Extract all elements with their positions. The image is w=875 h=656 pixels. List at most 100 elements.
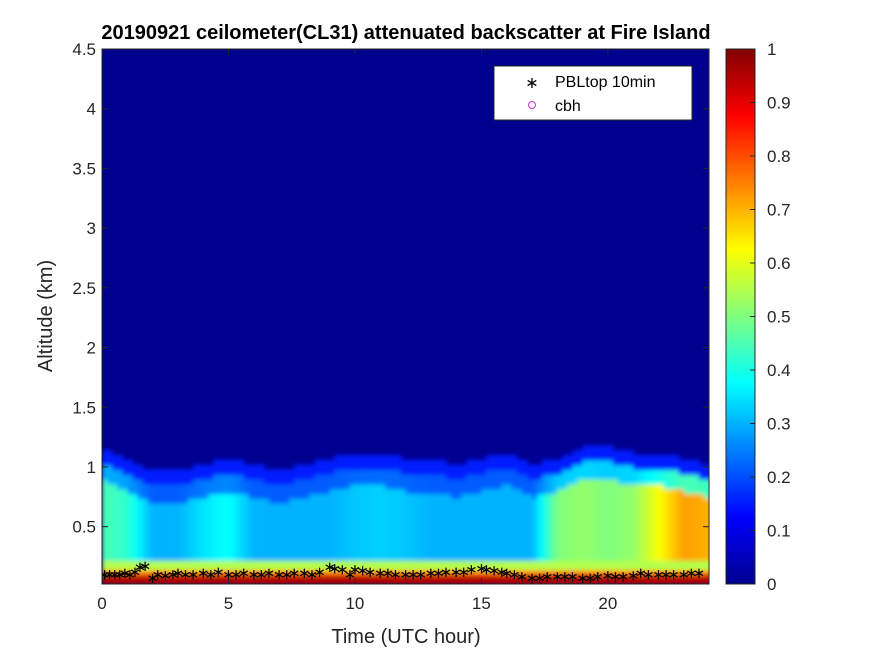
heatmap-cell: [223, 502, 230, 509]
heatmap-cell: [476, 512, 483, 518]
heatmap-cell: [365, 531, 371, 538]
heatmap-cell: [334, 531, 341, 538]
heatmap-cell: [648, 560, 655, 566]
heatmap-cell: [122, 564, 129, 571]
y-tick-label: 2.5: [72, 279, 96, 298]
heatmap-cell: [354, 502, 361, 509]
heatmap-cell: [273, 574, 280, 581]
heatmap-cell: [597, 502, 604, 509]
heatmap-cell: [526, 507, 533, 514]
heatmap-cell: [567, 464, 574, 471]
pbl-top-point: ∗: [425, 564, 438, 582]
heatmap-cell: [638, 560, 645, 566]
heatmap-cell: [683, 493, 690, 499]
heatmap-cell: [633, 531, 639, 538]
heatmap-cell: [324, 512, 331, 518]
heatmap-cell: [268, 493, 275, 499]
heatmap-cell: [354, 498, 361, 504]
heatmap-cell: [420, 545, 427, 552]
heatmap-cell: [471, 478, 478, 485]
heatmap-cell: [334, 469, 341, 475]
heatmap-cell: [491, 550, 498, 557]
heatmap-cell: [562, 469, 569, 475]
heatmap-cell: [612, 555, 619, 561]
heatmap-cell: [607, 512, 614, 518]
heatmap-cell: [653, 541, 660, 547]
heatmap-cell: [112, 555, 118, 561]
heatmap-cell: [597, 507, 604, 514]
heatmap-cell: [668, 478, 675, 485]
heatmap-cell: [339, 502, 346, 509]
heatmap-cell: [623, 512, 629, 518]
heatmap-cell: [344, 569, 351, 576]
heatmap-cell: [248, 526, 255, 533]
heatmap-cell: [557, 469, 564, 475]
heatmap-cell: [420, 555, 427, 561]
heatmap-cell: [531, 469, 538, 475]
heatmap-cell: [122, 464, 129, 471]
heatmap-cell: [623, 474, 629, 480]
heatmap-cell: [102, 569, 108, 576]
heatmap-cell: [506, 483, 513, 490]
heatmap-cell: [177, 569, 184, 576]
heatmap-cell: [410, 569, 417, 576]
heatmap-cell: [213, 464, 220, 471]
heatmap-cell: [385, 459, 392, 466]
heatmap-cell: [572, 536, 579, 542]
heatmap-cell: [440, 564, 447, 571]
heatmap-cell: [177, 526, 184, 533]
heatmap-cell: [319, 569, 326, 576]
heatmap-cell: [127, 541, 134, 547]
heatmap-cell: [638, 459, 645, 466]
heatmap-cell: [552, 526, 559, 533]
heatmap-cell: [279, 541, 285, 547]
legend-marker-pbl: ∗: [525, 75, 538, 92]
heatmap-cell: [486, 478, 493, 485]
heatmap-cell: [451, 550, 457, 557]
heatmap-cell: [405, 531, 412, 538]
heatmap-cell: [137, 507, 144, 514]
heatmap-cell: [127, 545, 134, 552]
heatmap-cell: [557, 464, 564, 471]
heatmap-cell: [709, 493, 715, 499]
heatmap-cell: [693, 469, 700, 475]
heatmap-cell: [612, 521, 619, 528]
heatmap-cell: [628, 498, 634, 504]
heatmap-cell: [122, 512, 129, 518]
heatmap-cell: [476, 541, 483, 547]
pbl-top-point: ∗: [399, 565, 412, 583]
heatmap-cell: [349, 498, 356, 504]
heatmap-cell: [526, 536, 533, 542]
heatmap-cell: [592, 531, 599, 538]
heatmap-cell: [147, 536, 154, 542]
heatmap-cell: [365, 545, 371, 552]
heatmap-cell: [339, 531, 346, 538]
heatmap-cell: [623, 564, 629, 571]
pbl-top-point: ∗: [187, 565, 200, 583]
heatmap-cell: [182, 526, 189, 533]
heatmap-cell: [511, 474, 518, 480]
heatmap-cell: [607, 478, 614, 485]
heatmap-cell: [582, 450, 589, 456]
heatmap-cell: [273, 569, 280, 576]
heatmap-cell: [142, 536, 149, 542]
heatmap-cell: [643, 564, 650, 571]
heatmap-cell: [471, 564, 478, 571]
heatmap-cell: [314, 469, 321, 475]
heatmap-cell: [592, 550, 599, 557]
heatmap-cell: [243, 550, 250, 557]
heatmap-cell: [390, 521, 397, 528]
heatmap-cell: [187, 469, 194, 475]
heatmap-cell: [673, 459, 680, 466]
heatmap-cell: [511, 536, 518, 542]
heatmap-cell: [334, 502, 341, 509]
heatmap-cell: [112, 560, 118, 566]
heatmap-cell: [456, 560, 462, 566]
heatmap-cell: [370, 560, 376, 566]
heatmap-cell: [683, 464, 690, 471]
heatmap-cell: [122, 469, 129, 475]
heatmap-cell: [385, 579, 392, 584]
heatmap-cell: [122, 560, 129, 566]
heatmap-cell: [693, 493, 700, 499]
heatmap-cell: [339, 488, 346, 495]
